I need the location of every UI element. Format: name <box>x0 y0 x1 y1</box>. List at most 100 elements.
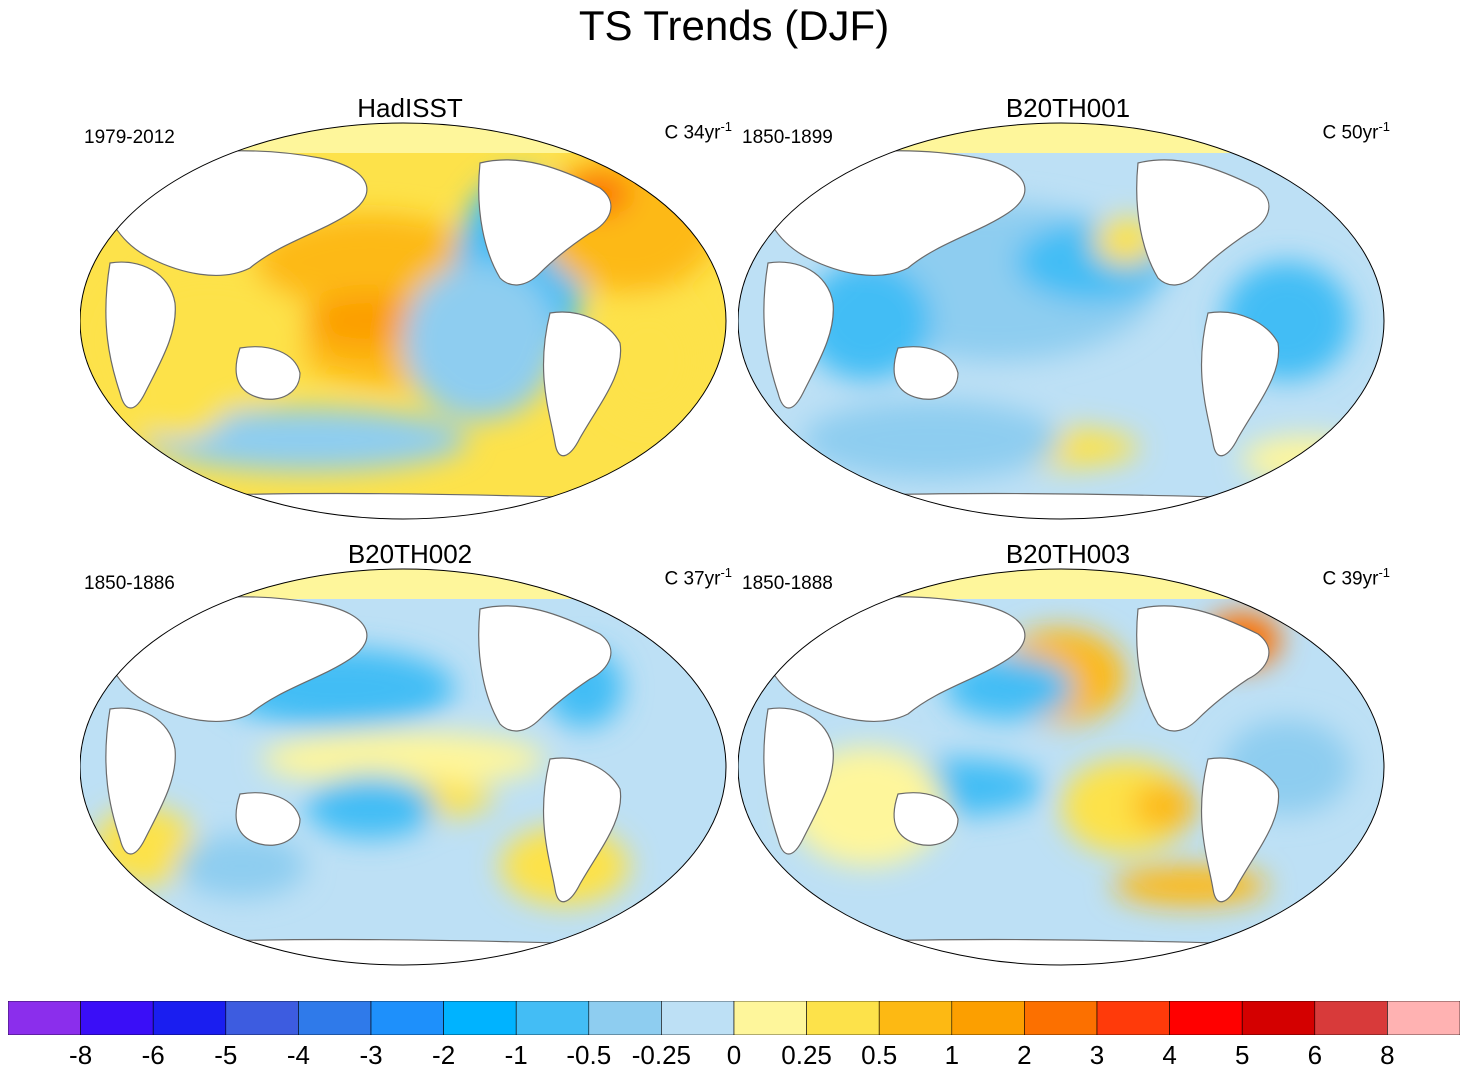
colorbar-tick-label: -5 <box>214 1040 238 1070</box>
colorbar-tick-label: 4 <box>1162 1040 1177 1070</box>
colorbar-swatch <box>1096 1001 1170 1035</box>
map-b20th002 <box>80 568 727 966</box>
landmass-africa <box>763 707 834 855</box>
panel-title: B20TH003 <box>1005 539 1131 569</box>
anomaly-region <box>1132 782 1197 831</box>
landmass-greenland <box>1297 151 1342 193</box>
colorbar-swatch <box>1169 1001 1243 1035</box>
units-label: C 34yr-1 <box>664 119 732 144</box>
landmass-australia <box>235 346 301 400</box>
colorbar-tick-label: 3 <box>1089 1040 1105 1070</box>
colorbar-swatch <box>1387 1001 1460 1035</box>
panel-title: B20TH002 <box>347 539 473 569</box>
colorbar-swatch <box>806 1001 880 1035</box>
period-label: 1850-1899 <box>742 127 833 148</box>
arctic-region <box>80 569 726 599</box>
map-panel-hadisst: HadISST 1979-2012 C 34yr-1 <box>80 93 740 543</box>
landmass-north-america <box>478 605 612 732</box>
arctic-region <box>738 123 1384 153</box>
colorbar-swatch <box>733 1001 807 1035</box>
period-label: 1850-1886 <box>84 573 175 594</box>
colorbar-tick-label: 8 <box>1380 1040 1395 1070</box>
landmass-south-america <box>542 311 622 457</box>
anomaly-region <box>306 293 436 349</box>
anomaly-region <box>176 834 307 898</box>
landmass-north-america <box>1136 159 1270 286</box>
landmass-north-america <box>1136 605 1270 732</box>
units-label: C 39yr-1 <box>1322 565 1390 590</box>
colorbar-tick-label: -1 <box>504 1040 528 1070</box>
landmass-antarctica <box>738 492 1384 519</box>
map-panel-b20th001: B20TH001 1850-1899 C 50yr-1 <box>738 93 1398 543</box>
landmass-south-america <box>542 757 622 903</box>
colorbar-swatch <box>225 1001 299 1035</box>
map-panel-b20th003: B20TH003 1850-1888 C 39yr-1 <box>738 539 1398 989</box>
landmass-greenland <box>639 597 684 639</box>
map-b20th001 <box>738 122 1385 520</box>
anomaly-region <box>260 731 546 787</box>
colorbar-swatch <box>588 1001 662 1035</box>
map-b20th003 <box>738 568 1385 966</box>
colorbar-swatch <box>443 1001 517 1035</box>
landmass-greenland <box>639 151 684 193</box>
colorbar <box>8 1001 1460 1035</box>
landmass-south-america <box>1200 311 1280 457</box>
map-panel-b20th002: B20TH002 1850-1886 C 37yr-1 <box>80 539 740 989</box>
colorbar-swatch <box>878 1001 953 1035</box>
colorbar-tick-label: 1 <box>944 1040 960 1070</box>
map-border <box>738 568 1385 966</box>
anomaly-region <box>144 408 468 472</box>
colorbar-swatch <box>661 1001 735 1035</box>
colorbar-tick-label: 6 <box>1307 1040 1323 1070</box>
colorbar-tick-label: 2 <box>1017 1040 1032 1070</box>
landmass-antarctica <box>80 938 726 965</box>
arctic-region <box>80 123 726 153</box>
colorbar-tick-label: -4 <box>286 1040 310 1070</box>
landmass-greenland <box>1297 597 1342 639</box>
anomaly-region <box>802 400 1061 480</box>
colorbar-swatch <box>298 1001 372 1035</box>
landmass-africa <box>105 261 176 409</box>
colorbar-tick-label: 0 <box>726 1040 742 1070</box>
colorbar-swatch <box>152 1001 227 1035</box>
anomaly-region <box>1061 759 1191 855</box>
panel-title: B20TH001 <box>1005 93 1131 123</box>
colorbar-swatch <box>1241 1001 1316 1035</box>
colorbar-swatch <box>951 1001 1025 1035</box>
map-hadisst <box>80 122 727 520</box>
anomaly-region <box>596 301 701 420</box>
units-label: C 37yr-1 <box>664 565 732 590</box>
panel-title: HadISST <box>357 93 463 123</box>
landmass-north-america <box>478 159 612 286</box>
colorbar-swatch <box>8 1001 81 1035</box>
colorbar-tick-label: 0.25 <box>781 1040 832 1070</box>
colorbar-tick-label: -3 <box>359 1040 383 1070</box>
period-label: 1850-1888 <box>742 573 833 594</box>
units-label: C 50yr-1 <box>1322 119 1390 144</box>
landmass-south-america <box>1200 757 1280 903</box>
map-border <box>80 122 727 520</box>
colorbar-tick-label: -2 <box>432 1040 456 1070</box>
colorbar-swatch <box>1024 1001 1098 1035</box>
landmass-antarctica <box>738 938 1384 965</box>
anomaly-region <box>306 774 436 839</box>
landmass-africa <box>105 707 176 855</box>
arctic-region <box>738 569 1384 599</box>
colorbar-swatch <box>370 1001 444 1035</box>
colorbar-tick-label: -8 <box>69 1040 93 1070</box>
figure-title: TS Trends (DJF) <box>578 2 890 49</box>
period-label: 1979-2012 <box>84 127 175 148</box>
colorbar-tick-label: 5 <box>1234 1040 1250 1070</box>
landmass-africa <box>763 261 834 409</box>
map-border <box>80 568 727 966</box>
anomaly-region <box>403 261 559 420</box>
colorbar-tick-label: 0.5 <box>861 1040 898 1070</box>
landmass-australia <box>893 792 959 846</box>
landmass-australia <box>235 792 301 846</box>
landmass-australia <box>893 346 959 400</box>
map-border <box>738 122 1385 520</box>
landmass-antarctica <box>80 492 726 519</box>
colorbar-tick-label: -6 <box>141 1040 165 1070</box>
colorbar-tick-label: -0.5 <box>566 1040 612 1070</box>
colorbar-tick-label: -0.25 <box>631 1040 692 1070</box>
